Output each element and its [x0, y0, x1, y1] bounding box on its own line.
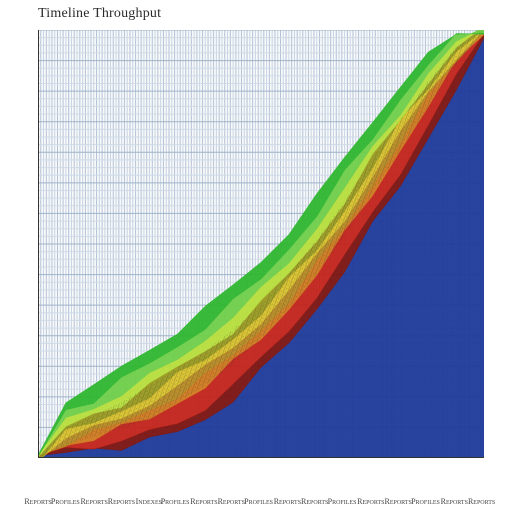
x-tick-label: Reports: [190, 497, 217, 506]
x-tick-label: Reports: [108, 497, 135, 506]
x-tick-label: Profiles: [161, 497, 190, 506]
x-axis-labels: ReportsProfilesReportsReportsIndexesProf…: [38, 497, 484, 506]
x-tick-label: Reports: [218, 497, 245, 506]
chart-canvas: [38, 30, 484, 458]
chart-plot-area: [38, 30, 484, 458]
x-tick-label: Reports: [24, 497, 51, 506]
chart-title: Timeline Throughput: [38, 6, 161, 22]
x-tick-label: Reports: [357, 497, 384, 506]
x-tick-label: Reports: [301, 497, 328, 506]
x-tick-label: Reports: [80, 497, 107, 506]
x-tick-label: Profiles: [51, 497, 80, 506]
x-tick-label: Reports: [384, 497, 411, 506]
x-tick-label: Reports: [441, 497, 468, 506]
x-tick-label: Profiles: [328, 497, 357, 506]
x-tick-label: Profiles: [244, 497, 273, 506]
x-tick-label: Profiles: [411, 497, 440, 506]
x-tick-label: Indexes: [136, 497, 162, 506]
x-tick-label: Reports: [274, 497, 301, 506]
x-tick-label: Reports: [468, 497, 495, 506]
